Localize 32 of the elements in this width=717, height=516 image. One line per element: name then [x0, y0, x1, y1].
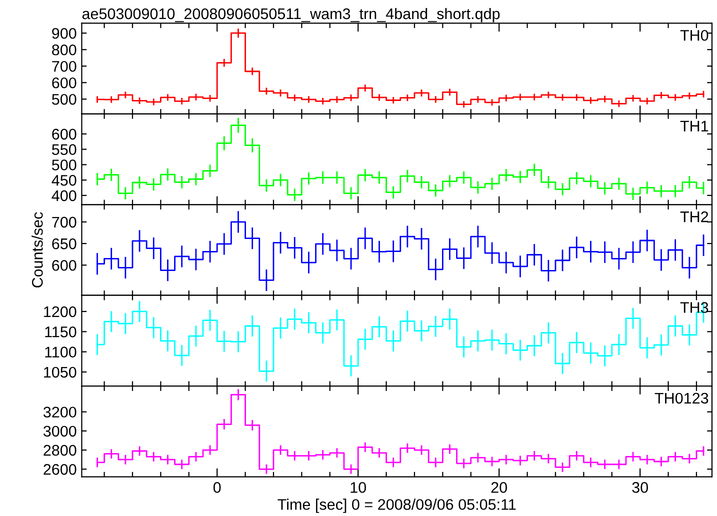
y-tick-label: 1150 — [45, 326, 76, 338]
y-tick-label: 600 — [52, 77, 76, 88]
y-axis-title: Counts/sec — [32, 212, 43, 288]
y-tick-label: 900 — [52, 28, 76, 39]
y-tick-label: 700 — [52, 216, 76, 228]
y-tick-label: 1100 — [45, 346, 76, 358]
y-tick-label: 700 — [52, 60, 76, 72]
y-tick-label: 550 — [52, 144, 76, 155]
x-axis-title: Time [sec] 0 = 2008/09/06 05:05:11 — [278, 498, 516, 513]
y-tick-label: 2600 — [44, 464, 76, 475]
y-tick-label: 650 — [52, 238, 76, 250]
y-tick-label: 3200 — [43, 406, 76, 418]
y-tick-label: 400 — [52, 190, 76, 202]
text: TH0123 — [654, 392, 708, 404]
y-tick-label: 600 — [52, 260, 76, 271]
y-tick-label: 2800 — [44, 444, 76, 456]
x-tick-label: 0 — [213, 482, 221, 493]
y-tick-label: 1050 — [44, 366, 76, 378]
x-tick-label: 10 — [350, 482, 366, 493]
y-tick-label: 450 — [52, 174, 76, 186]
y-tick-label: 800 — [52, 44, 76, 56]
x-tick-label: 20 — [491, 482, 507, 493]
y-tick-label: 500 — [52, 94, 76, 105]
text: TH0 — [680, 30, 708, 41]
text: TH1 — [680, 120, 708, 132]
y-tick-label: 500 — [52, 160, 76, 170]
series-label: TH2 — [680, 211, 708, 222]
y-tick-label: 1200 — [44, 306, 76, 318]
y-tick-label: 3000 — [43, 426, 76, 437]
x-tick-label: 30 — [632, 482, 648, 493]
chart-title: ae503009010_20080906050511_wam3_trn_4band_short.qdp — [82, 8, 500, 22]
y-tick-label: 600 — [52, 128, 76, 140]
